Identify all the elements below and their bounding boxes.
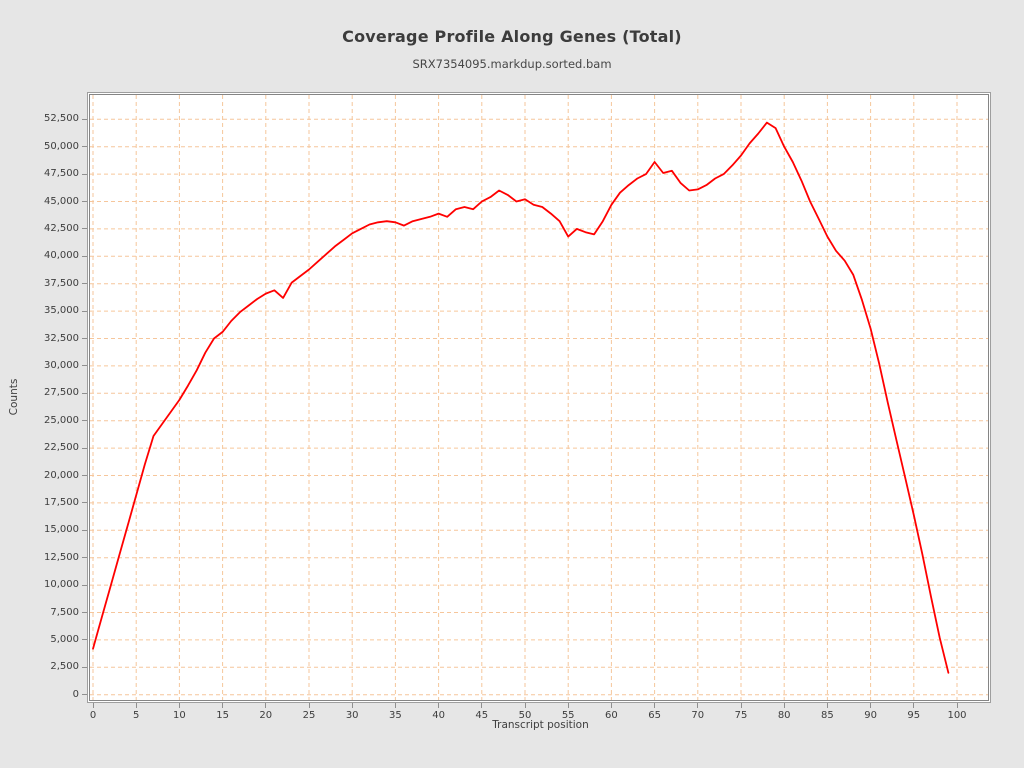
y-tick-mark bbox=[82, 612, 87, 613]
x-tick-label: 5 bbox=[133, 710, 140, 721]
y-tick-mark bbox=[82, 118, 87, 120]
plot-area bbox=[89, 94, 989, 701]
x-tick-label: 55 bbox=[561, 710, 575, 721]
x-tick-label: 15 bbox=[216, 710, 229, 721]
x-tick-mark bbox=[438, 703, 440, 708]
x-tick-mark bbox=[222, 703, 224, 708]
y-tick-mark bbox=[82, 283, 87, 285]
x-tick-label: 100 bbox=[947, 710, 967, 721]
y-tick-mark bbox=[82, 529, 87, 531]
y-tick-mark bbox=[82, 666, 87, 668]
x-tick-label: 20 bbox=[259, 710, 273, 721]
x-tick-label: 25 bbox=[302, 710, 316, 721]
y-tick-label: 50,000 bbox=[44, 140, 79, 152]
x-tick-mark bbox=[265, 703, 267, 708]
y-tick-mark bbox=[82, 201, 87, 202]
y-axis-title: Counts bbox=[8, 378, 20, 416]
x-tick-mark bbox=[308, 703, 310, 708]
y-tick-label: 37,500 bbox=[44, 277, 79, 289]
plot-frame bbox=[87, 92, 991, 703]
chart-subtitle: SRX7354095.markdup.sorted.bam bbox=[412, 57, 612, 71]
x-tick-mark bbox=[826, 703, 828, 708]
y-tick-mark bbox=[82, 255, 87, 257]
y-tick-mark bbox=[82, 338, 87, 339]
x-tick-label: 65 bbox=[648, 710, 661, 721]
y-tick-mark bbox=[82, 694, 87, 696]
x-tick-label: 40 bbox=[432, 710, 445, 721]
y-tick-label: 2,500 bbox=[50, 661, 79, 673]
y-tick-mark bbox=[82, 146, 87, 148]
x-tick-mark bbox=[481, 703, 483, 708]
x-tick-label: 30 bbox=[345, 710, 359, 721]
x-tick-mark bbox=[394, 703, 396, 708]
y-tick-label: 15,000 bbox=[44, 524, 79, 536]
x-tick-mark bbox=[567, 703, 569, 708]
x-tick-label: 10 bbox=[173, 710, 186, 721]
y-tick-label: 22,500 bbox=[44, 442, 79, 454]
y-tick-label: 25,000 bbox=[44, 414, 79, 426]
x-tick-label: 85 bbox=[821, 710, 834, 721]
y-tick-label: 17,500 bbox=[44, 496, 79, 508]
y-tick-mark bbox=[82, 475, 87, 476]
x-tick-label: 60 bbox=[605, 710, 618, 721]
x-axis-title: Transcript position bbox=[492, 719, 589, 731]
coverage-line-chart bbox=[90, 95, 988, 700]
coverage-line bbox=[92, 121, 950, 674]
y-tick-mark bbox=[82, 365, 87, 367]
x-tick-mark bbox=[135, 703, 137, 708]
y-tick-label: 20,000 bbox=[44, 469, 79, 481]
x-tick-mark bbox=[654, 703, 656, 708]
x-tick-mark bbox=[870, 703, 872, 708]
x-tick-label: 75 bbox=[734, 710, 748, 721]
y-tick-label: 7,500 bbox=[50, 606, 79, 618]
x-tick-mark bbox=[740, 703, 742, 708]
x-tick-label: 50 bbox=[518, 710, 532, 721]
y-tick-label: 35,000 bbox=[44, 305, 79, 317]
y-tick-label: 40,000 bbox=[44, 250, 79, 262]
y-tick-mark bbox=[82, 639, 87, 641]
y-tick-mark bbox=[82, 228, 87, 230]
x-tick-mark bbox=[913, 703, 915, 708]
y-tick-label: 52,500 bbox=[44, 113, 79, 125]
y-tick-label: 47,500 bbox=[44, 168, 79, 180]
x-tick-label: 90 bbox=[864, 710, 877, 721]
x-tick-mark bbox=[524, 703, 526, 708]
y-tick-mark bbox=[82, 502, 87, 504]
y-tick-label: 12,500 bbox=[44, 551, 79, 563]
y-tick-label: 30,000 bbox=[44, 359, 79, 371]
y-tick-mark bbox=[82, 447, 87, 449]
x-tick-mark bbox=[697, 703, 699, 708]
y-tick-label: 32,500 bbox=[44, 332, 79, 344]
y-tick-label: 42,500 bbox=[44, 222, 79, 234]
x-tick-mark bbox=[610, 703, 612, 708]
y-tick-label: 0 bbox=[72, 688, 79, 700]
x-tick-label: 45 bbox=[475, 710, 489, 721]
y-tick-label: 27,500 bbox=[44, 387, 79, 399]
chart-title: Coverage Profile Along Genes (Total) bbox=[342, 27, 682, 46]
y-tick-mark bbox=[82, 557, 87, 559]
y-tick-label: 5,000 bbox=[50, 633, 79, 645]
y-tick-mark bbox=[82, 392, 87, 394]
x-tick-mark bbox=[351, 703, 353, 708]
x-tick-label: 35 bbox=[389, 710, 402, 721]
x-tick-label: 80 bbox=[777, 710, 791, 721]
x-tick-mark bbox=[92, 703, 94, 708]
x-tick-label: 0 bbox=[89, 710, 97, 721]
y-tick-label: 10,000 bbox=[44, 579, 79, 591]
x-tick-mark bbox=[178, 703, 180, 708]
x-tick-mark bbox=[956, 703, 958, 708]
x-tick-label: 70 bbox=[691, 710, 705, 721]
y-tick-label: 45,000 bbox=[44, 195, 79, 207]
y-tick-mark bbox=[82, 584, 87, 586]
x-tick-mark bbox=[783, 703, 785, 708]
y-tick-mark bbox=[82, 173, 87, 175]
x-tick-label: 95 bbox=[907, 710, 921, 721]
y-tick-mark bbox=[82, 310, 87, 312]
y-tick-mark bbox=[82, 420, 87, 422]
